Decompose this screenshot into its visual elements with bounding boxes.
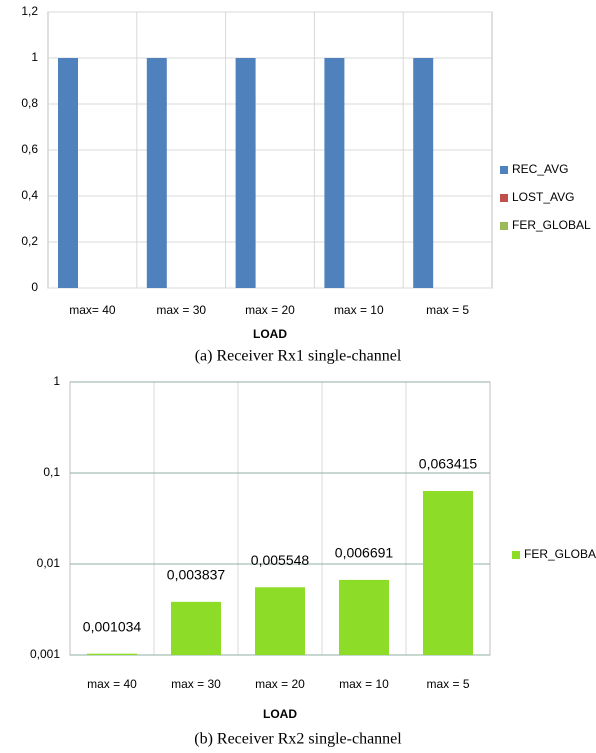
x-axis-label: LOAD: [263, 707, 297, 721]
y-tick-label: 0,6: [21, 142, 38, 156]
bar: [423, 491, 473, 655]
bar: [58, 58, 78, 288]
legend-label: FER_GLOBAL: [512, 218, 591, 232]
y-tick-label: 0,8: [21, 96, 38, 110]
x-tick-label: max = 10: [334, 303, 384, 317]
y-tick-label: 0,001: [30, 647, 60, 661]
bar: [171, 601, 221, 655]
value-label: 0,006691: [335, 545, 394, 561]
x-tick-label: max = 5: [426, 303, 469, 317]
value-label: 0,005548: [251, 552, 310, 568]
x-tick-label: max= 40: [69, 303, 116, 317]
y-tick-label: 0,1: [43, 465, 60, 479]
bar: [87, 653, 137, 655]
x-tick-label: max = 10: [339, 677, 389, 691]
bar: [146, 58, 167, 288]
bar: [413, 58, 434, 288]
x-tick-label: max = 30: [171, 677, 221, 691]
bar: [324, 58, 345, 288]
legend-swatch: [500, 166, 508, 174]
legend-swatch: [512, 551, 520, 559]
legend-label: FER_GLOBAL: [524, 547, 596, 561]
x-tick-label: max = 5: [426, 677, 469, 691]
value-label: 0,003837: [167, 567, 226, 583]
y-tick-label: 0: [31, 280, 38, 294]
x-tick-label: max = 30: [156, 303, 206, 317]
legend-swatch: [500, 194, 508, 202]
value-label: 0,063415: [419, 456, 478, 472]
x-tick-label: max = 20: [255, 677, 305, 691]
y-tick-label: 0,4: [21, 188, 38, 202]
x-tick-label: max = 20: [245, 303, 295, 317]
y-tick-label: 0,2: [21, 234, 38, 248]
bar: [339, 579, 389, 655]
y-tick-label: 1: [31, 50, 38, 64]
bar: [235, 58, 256, 288]
value-label: 0,001034: [83, 618, 142, 634]
y-tick-label: 1,2: [21, 4, 38, 18]
y-tick-label: 1: [53, 374, 60, 388]
caption: (a) Receiver Rx1 single-channel: [195, 348, 402, 365]
legend-label: REC_AVG: [512, 162, 568, 176]
legend-label: LOST_AVG: [512, 190, 574, 204]
caption: (b) Receiver Rx2 single-channel: [194, 731, 402, 748]
legend-swatch: [500, 222, 508, 230]
bar: [255, 587, 305, 655]
y-tick-label: 0,01: [37, 556, 61, 570]
x-tick-label: max = 40: [87, 677, 137, 691]
x-axis-label: LOAD: [253, 327, 287, 341]
